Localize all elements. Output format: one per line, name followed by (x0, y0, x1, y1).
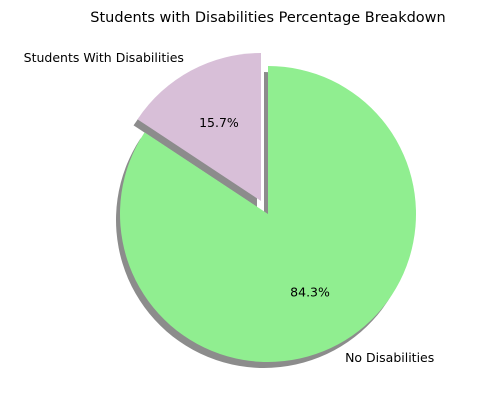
chart-title: Students with Disabilities Percentage Br… (90, 10, 445, 26)
category-label-no-disabilities: No Disabilities (345, 350, 434, 365)
category-label-students-with-disabilities: Students With Disabilities (24, 50, 184, 65)
pie-slices (120, 52, 417, 362)
slice-no-disabilities (120, 66, 417, 362)
pie-labels: 15.7% Students With Disabilities 84.3% No D… (24, 50, 435, 365)
pct-label-no-disabilities: 84.3% (290, 285, 330, 300)
pct-label-students-with-disabilities: 15.7% (199, 115, 239, 130)
slice-students-with-disabilities (137, 52, 261, 201)
